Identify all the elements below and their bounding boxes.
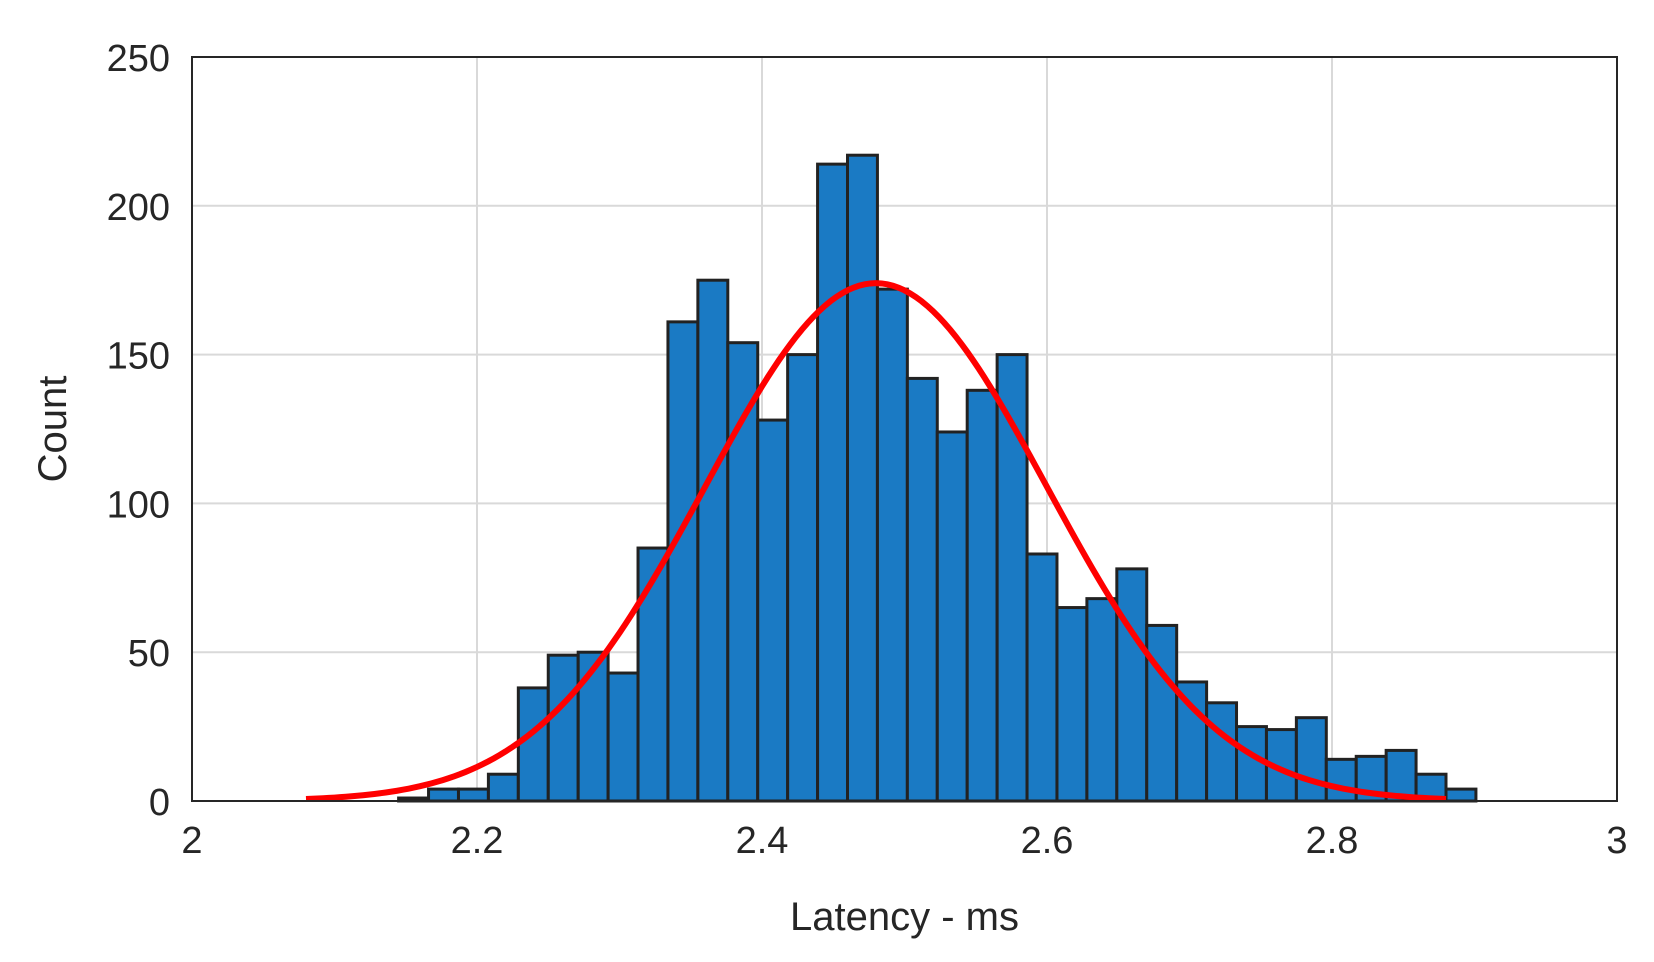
histogram-bar: [1175, 680, 1209, 803]
histogram-bar: [456, 787, 490, 803]
y-axis-ticks: 0 50 100 150 200 250: [107, 38, 170, 824]
histogram-bar: [786, 353, 820, 803]
histogram-bar: [1145, 623, 1179, 803]
histogram-bar: [666, 320, 700, 803]
histogram-bar: [1025, 552, 1059, 803]
histogram-bar: [696, 278, 730, 803]
histogram-bar: [1444, 787, 1478, 803]
x-tick-label: 3: [1606, 820, 1627, 862]
x-tick-label: 2.6: [1021, 820, 1074, 862]
y-tick-label: 250: [107, 38, 170, 80]
histogram-bars: [397, 153, 1478, 803]
histogram-bar: [846, 153, 879, 803]
histogram-bar: [756, 418, 790, 803]
histogram-bar: [1294, 716, 1328, 803]
histogram-bar: [576, 650, 610, 803]
histogram-bar: [1115, 567, 1149, 803]
histogram-bar: [1085, 597, 1119, 803]
y-tick-label: 150: [107, 336, 170, 378]
histogram-bar: [726, 341, 760, 803]
y-tick-label: 200: [107, 187, 170, 229]
x-tick-label: 2.2: [451, 820, 504, 862]
y-tick-label: 0: [149, 782, 170, 824]
histogram-bar: [636, 546, 670, 803]
normal-fit-curve: [305, 280, 1447, 802]
histogram-bar: [546, 653, 580, 803]
x-axis-ticks: 2 2.2 2.4 2.6 2.8 3: [181, 820, 1627, 862]
histogram-bar: [486, 772, 520, 803]
plot-frame: [191, 56, 1618, 802]
histogram-bar: [606, 671, 640, 803]
histogram-bar: [1324, 757, 1358, 803]
y-tick-label: 50: [128, 633, 170, 675]
x-axis-label: Latency - ms: [790, 895, 1019, 939]
y-tick-label: 100: [107, 484, 170, 526]
x-tick-label: 2: [181, 820, 202, 862]
x-tick-label: 2.4: [736, 820, 789, 862]
histogram-bar: [516, 686, 550, 803]
histogram-bar: [905, 376, 939, 803]
y-axis-label: Count: [31, 376, 75, 483]
histogram-bar: [965, 388, 999, 803]
histogram-bar: [427, 787, 460, 803]
histogram-bar: [875, 287, 909, 803]
histogram-bar: [816, 162, 850, 803]
histogram-bar: [1055, 606, 1089, 803]
histogram-bar: [935, 430, 969, 803]
x-tick-label: 2.8: [1306, 820, 1359, 862]
histogram-bar: [1205, 701, 1239, 803]
